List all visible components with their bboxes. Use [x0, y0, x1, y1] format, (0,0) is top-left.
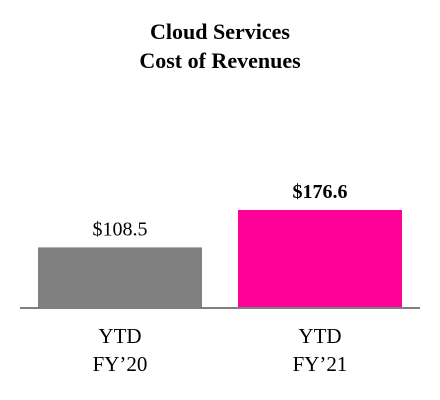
value-label-fy21: $176.6: [293, 181, 348, 203]
chart-title-line-1: Cloud Services: [150, 19, 290, 44]
category-label-fy20: YTD FY’20: [35, 322, 205, 378]
category-label-fy20-line-2: FY’20: [92, 352, 148, 376]
category-label-fy21: YTD FY’21: [235, 322, 405, 378]
value-label-fy20: $108.5: [93, 218, 148, 240]
bar-fy20: [38, 247, 202, 307]
bar-fy21: [238, 210, 402, 307]
category-label-fy20-line-1: YTD: [98, 324, 142, 348]
chart-title: Cloud Services Cost of Revenues: [0, 17, 440, 75]
category-label-fy21-line-2: FY’21: [292, 352, 348, 376]
category-label-fy21-line-1: YTD: [298, 324, 342, 348]
chart-title-line-2: Cost of Revenues: [139, 48, 301, 73]
